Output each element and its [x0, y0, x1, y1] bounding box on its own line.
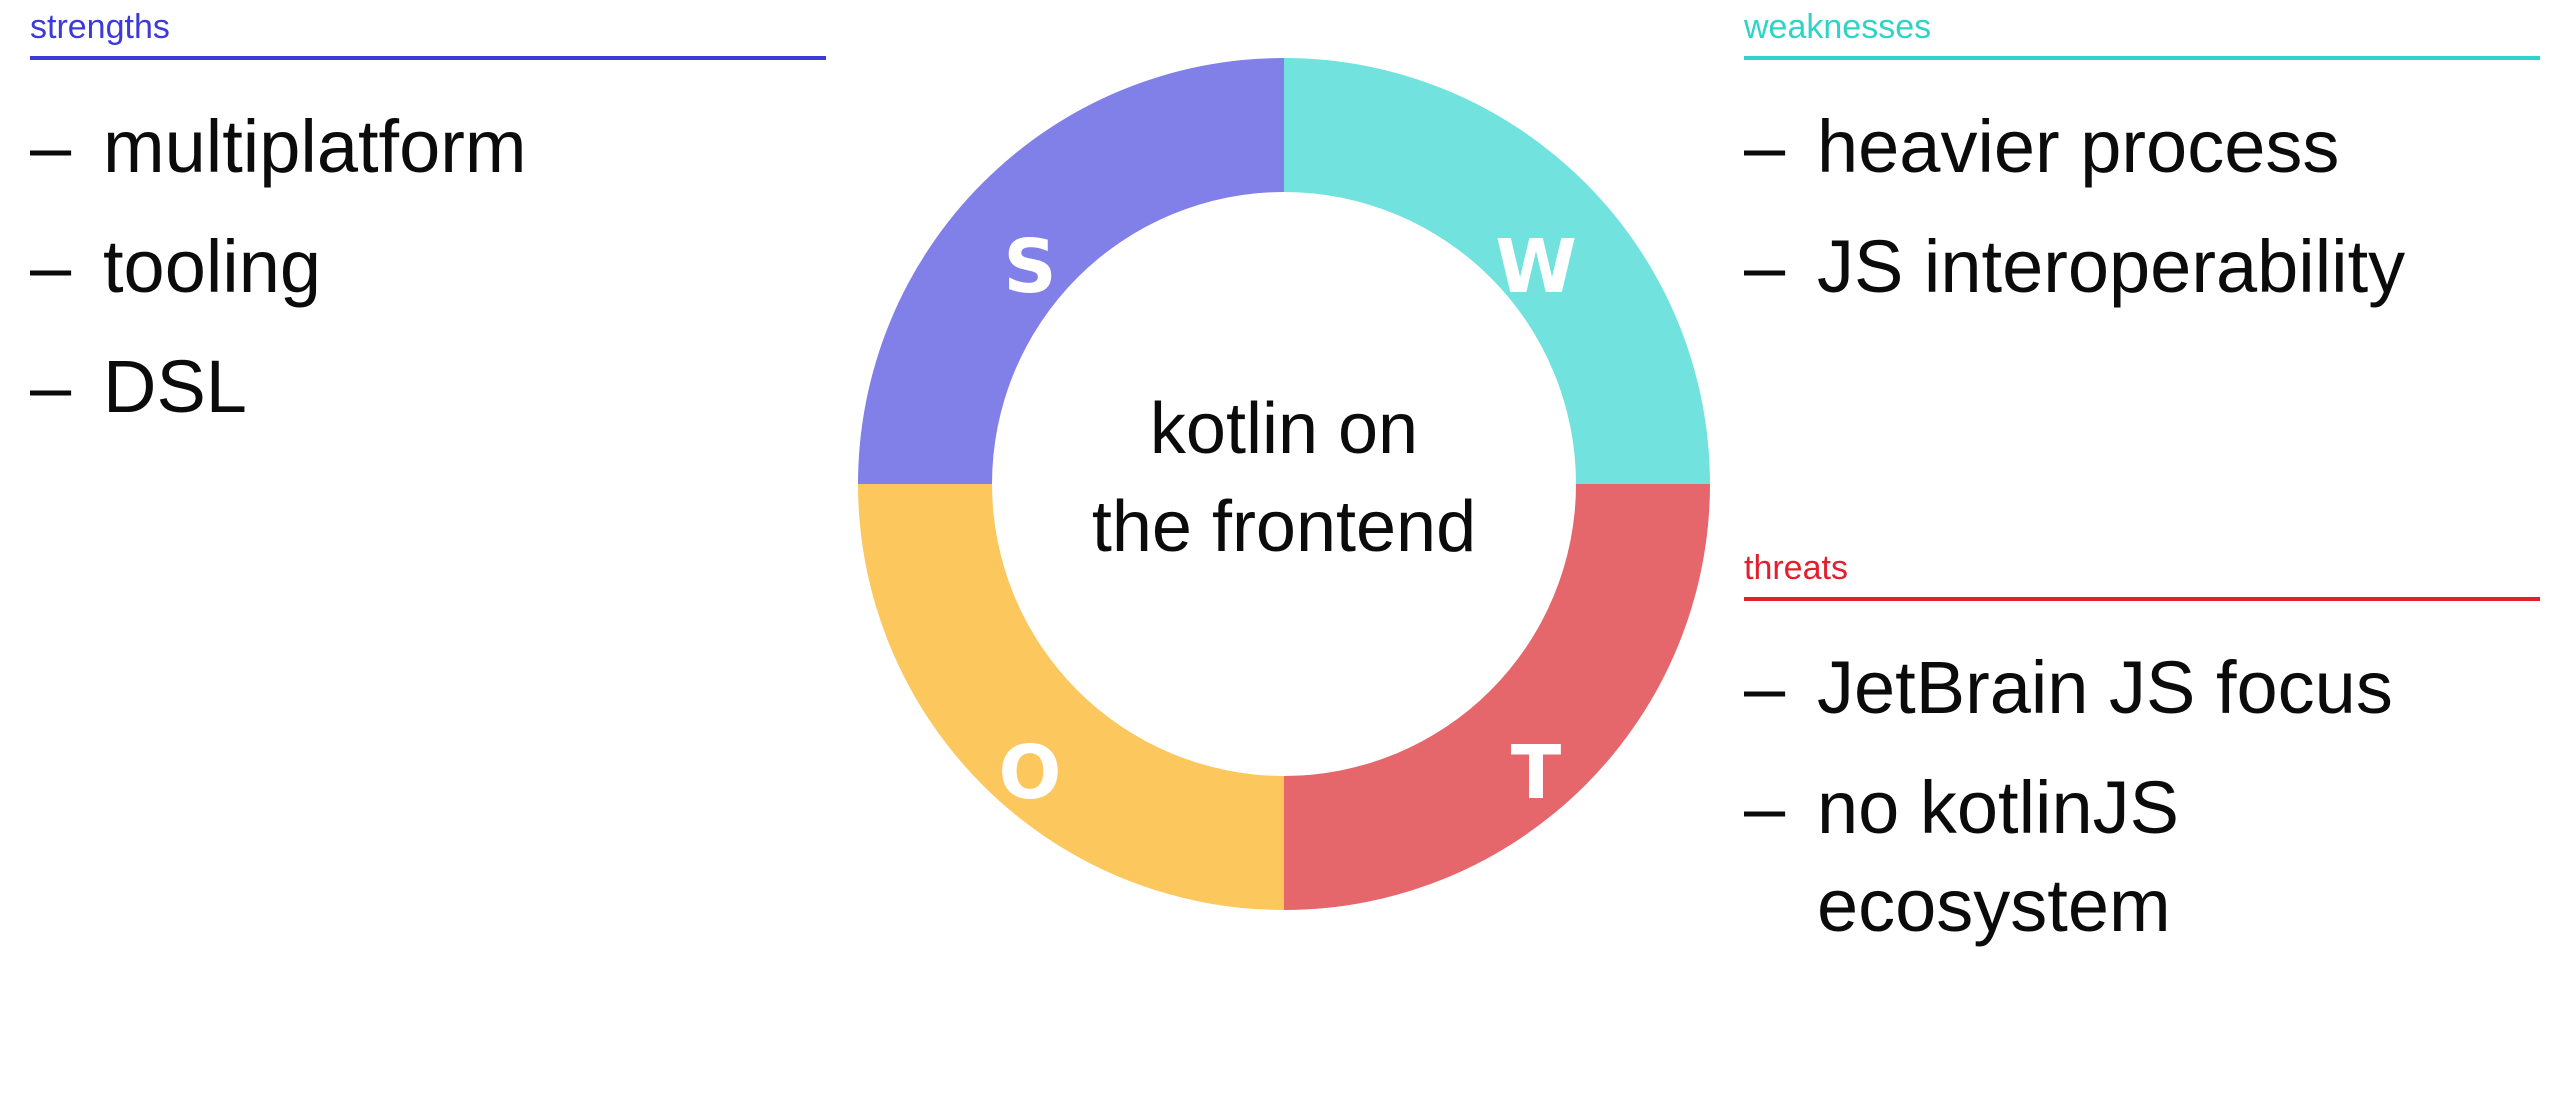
- threats-panel: threats – JetBrain JS focus – no kotlinJS …: [1744, 551, 2540, 977]
- dash: –: [1744, 766, 1786, 849]
- item-text: heavier process: [1817, 105, 2340, 188]
- center-title-line: kotlin on: [1149, 389, 1419, 469]
- dash: –: [30, 225, 72, 308]
- item-text: JetBrain JS focus: [1817, 646, 2393, 729]
- weaknesses-panel: weaknesses – heavier process – JS interope…: [1744, 10, 2540, 338]
- item-text: JS interoperability: [1817, 225, 2406, 308]
- opportunities-segment: [858, 484, 1284, 910]
- opportunities-letter: O: [999, 730, 1062, 816]
- dash: –: [1744, 646, 1786, 729]
- item-text: tooling: [103, 225, 322, 308]
- strengths-list: – multiplatform – tooling – DSL: [30, 98, 826, 436]
- strengths-letter: S: [1003, 224, 1056, 310]
- swot-ring: S W O T: [858, 58, 1710, 910]
- center-title: kotlin on the frontend: [1004, 380, 1564, 576]
- list-item: – JS interoperability: [1744, 218, 2540, 316]
- weaknesses-segment: [1284, 58, 1710, 484]
- threats-segment: [1284, 484, 1710, 910]
- strengths-segment: [858, 58, 1284, 484]
- item-text: multiplatform: [103, 105, 527, 188]
- item-text: DSL: [103, 345, 247, 428]
- weaknesses-list: – heavier process – JS interoperability: [1744, 98, 2540, 316]
- list-item: – no kotlinJS ecosystem: [1744, 759, 2540, 955]
- dash: –: [1744, 105, 1786, 188]
- weaknesses-letter: W: [1495, 224, 1577, 310]
- threats-letter: T: [1511, 730, 1562, 816]
- list-item: – multiplatform: [30, 98, 826, 196]
- threats-list: – JetBrain JS focus – no kotlinJS ecosyste…: [1744, 639, 2540, 955]
- item-text: no kotlinJS ecosystem: [1817, 766, 2179, 947]
- list-item: – DSL: [30, 338, 826, 436]
- threats-heading: threats: [1744, 551, 2540, 601]
- strengths-panel: strengths – multiplatform – tooling – DSL: [30, 10, 826, 458]
- list-item: – tooling: [30, 218, 826, 316]
- list-item: – JetBrain JS focus: [1744, 639, 2540, 737]
- weaknesses-heading: weaknesses: [1744, 10, 2540, 60]
- center-title-line: the frontend: [1091, 487, 1477, 567]
- dash: –: [30, 345, 72, 428]
- dash: –: [1744, 225, 1786, 308]
- list-item: – heavier process: [1744, 98, 2540, 196]
- dash: –: [30, 105, 72, 188]
- strengths-heading: strengths: [30, 10, 826, 60]
